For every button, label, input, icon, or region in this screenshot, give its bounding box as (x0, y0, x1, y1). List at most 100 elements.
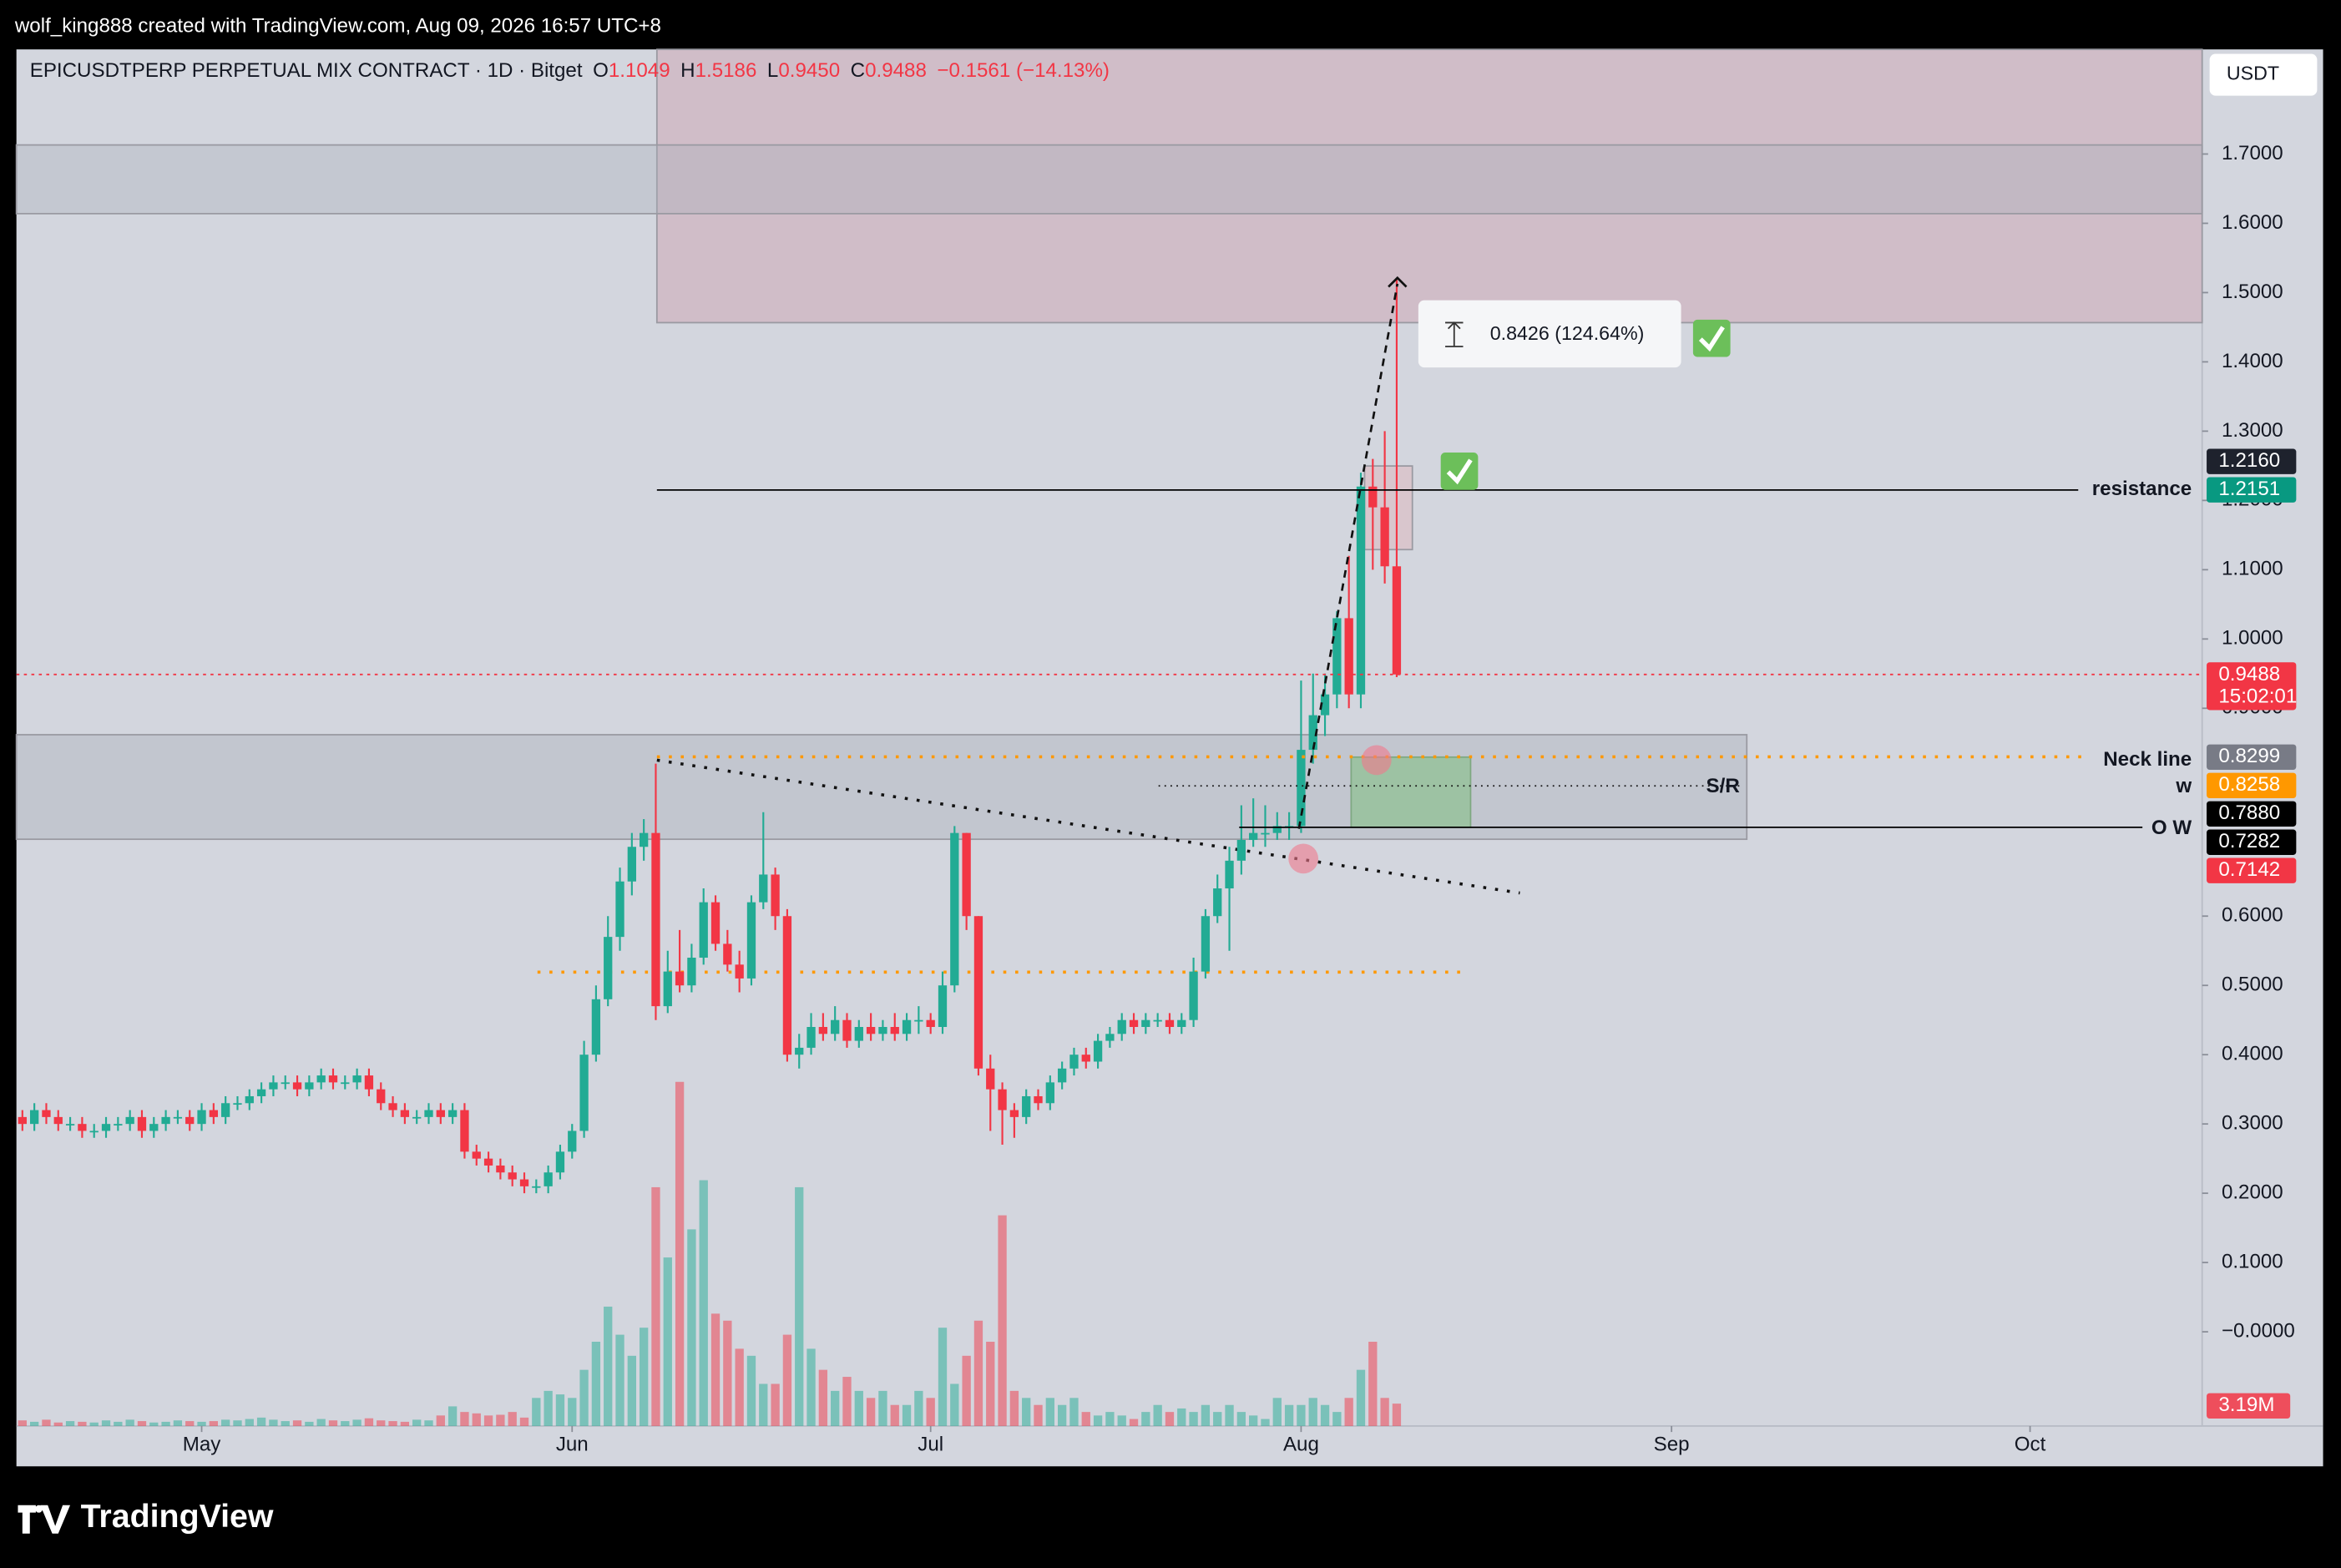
volume-bar (735, 1348, 744, 1426)
candle-body (125, 1116, 134, 1125)
volume-bar (1069, 1398, 1079, 1426)
volume-bar (831, 1390, 840, 1426)
candle-body (185, 1116, 195, 1125)
check (1440, 453, 1479, 490)
y-tick-label: 1.3000 (2222, 419, 2283, 442)
candle-body (1117, 1019, 1126, 1034)
candle-body (1320, 694, 1330, 716)
candle-body (305, 1082, 314, 1090)
candle-body (579, 1055, 589, 1131)
volume-bar (795, 1186, 804, 1426)
volume-bar (101, 1420, 111, 1426)
candle-body (998, 1089, 1007, 1110)
candle-body (1105, 1034, 1115, 1041)
candle-body (1177, 1019, 1186, 1027)
price-label: 1.2151 (2218, 478, 2280, 500)
volume-bar (377, 1420, 386, 1426)
candle-body (1034, 1095, 1043, 1104)
volume-bar (1129, 1419, 1139, 1426)
y-tick-label: 1.0000 (2222, 627, 2283, 650)
volume-bar (412, 1419, 422, 1426)
volume-bar (1153, 1404, 1162, 1426)
chart-panel (16, 49, 2323, 1467)
candle-body (782, 916, 792, 1055)
volume-bar (1022, 1398, 1031, 1426)
volume-bar (615, 1334, 624, 1426)
candle-body (1272, 826, 1282, 833)
candle-body (328, 1075, 338, 1083)
volume-bar (29, 1421, 39, 1426)
candle-body (639, 832, 649, 847)
candle-body (710, 902, 721, 944)
price-label: 0.8258 (2218, 773, 2280, 796)
candle-body (831, 1019, 840, 1034)
volume-bar (1297, 1404, 1306, 1426)
candle-body (1308, 715, 1317, 751)
volume-bar (1249, 1415, 1258, 1426)
candle-body (18, 1116, 27, 1125)
volume-bar (472, 1413, 481, 1426)
candle-body (651, 832, 660, 1007)
candle-body (233, 1103, 242, 1105)
candle-body (352, 1075, 362, 1083)
candle-body (1045, 1082, 1054, 1104)
price-label: 0.8299 (2218, 745, 2280, 767)
candle-body (149, 1124, 159, 1131)
price-label-box (2207, 744, 2297, 771)
volume-bar (1057, 1404, 1067, 1426)
volume-bar (1141, 1412, 1150, 1426)
candle-body (377, 1089, 386, 1104)
y-tick-label: 0.3000 (2222, 1112, 2283, 1135)
candle-body (1069, 1055, 1079, 1069)
candle-body (866, 1026, 876, 1034)
change: −0.1561 (−14.13%) (937, 59, 1110, 82)
candle-body (699, 902, 708, 959)
volume-bar (1236, 1412, 1246, 1426)
candle-body (627, 847, 636, 882)
price-label: 0.7282 (2218, 830, 2280, 852)
candle-body (759, 874, 768, 903)
currency[interactable]: USDT (2227, 63, 2279, 84)
y-tick-label: 0.5000 (2222, 974, 2283, 996)
candle-body (1093, 1040, 1103, 1062)
candle-body (1236, 839, 1246, 861)
level-name: O W (2151, 817, 2192, 839)
candle-body (746, 902, 756, 979)
volume-bar (675, 1081, 685, 1426)
volume-bar (759, 1383, 768, 1426)
volume-bar (818, 1369, 828, 1426)
volume-bar (926, 1398, 935, 1426)
currency-button[interactable] (2209, 53, 2318, 96)
legend: EPICUSDTPERP PERPETUAL MIX CONTRACT · 1D… (30, 59, 1110, 82)
volume-bar (42, 1419, 51, 1426)
volume-bar (328, 1420, 338, 1426)
candle-body (364, 1075, 374, 1090)
candle-body (1165, 1019, 1175, 1027)
y-tick-label: 0.2000 (2222, 1181, 2283, 1204)
candle-body (89, 1130, 99, 1133)
volume-bar (1045, 1398, 1054, 1426)
volume-bar (185, 1421, 195, 1426)
candle-body (568, 1130, 577, 1152)
level-name: Neck line (2103, 748, 2192, 771)
volume-bar (1332, 1412, 1342, 1426)
candle-body (1153, 1019, 1162, 1022)
demand-zone (15, 734, 1748, 841)
volume-bar (1308, 1398, 1317, 1426)
volume-bar (1105, 1412, 1115, 1426)
trend-line (656, 758, 1520, 895)
candle-body (1356, 486, 1366, 695)
candle-body (400, 1110, 410, 1117)
candle-body (269, 1082, 278, 1090)
x-tick-label: Jun (556, 1434, 589, 1456)
candle-body (771, 874, 780, 917)
candle-body (245, 1095, 254, 1104)
volume-bar (316, 1419, 326, 1426)
volume-bar (424, 1420, 433, 1426)
candle-body (412, 1116, 422, 1119)
volume-bar (292, 1420, 302, 1426)
check (1692, 319, 1731, 357)
volume-label-box (2207, 1393, 2291, 1419)
candle-body (78, 1124, 87, 1131)
